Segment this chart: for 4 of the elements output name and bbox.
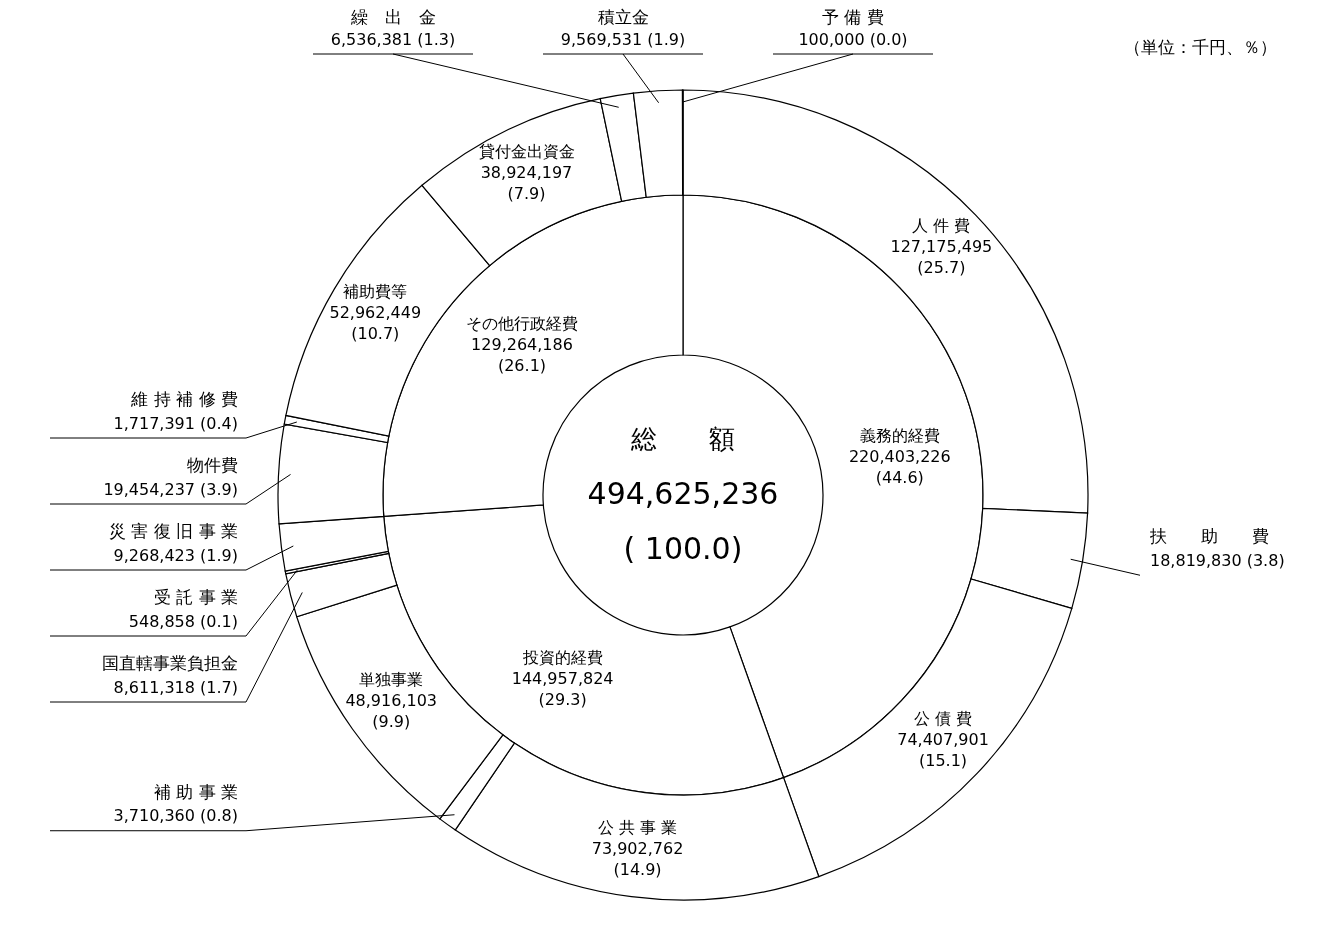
text: 総 額	[630, 423, 735, 454]
text: 494,625,236	[587, 475, 779, 511]
text: （単位：千円、％）	[1123, 37, 1277, 57]
text: ( 100.0)	[623, 530, 743, 566]
